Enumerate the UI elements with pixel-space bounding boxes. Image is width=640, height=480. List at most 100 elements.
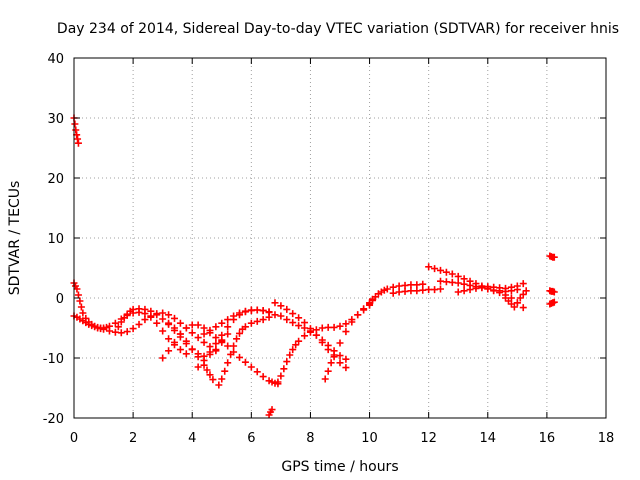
data-point	[336, 359, 344, 367]
series-arc14	[277, 312, 350, 363]
grid	[74, 58, 606, 418]
data-point	[519, 304, 527, 312]
data-point	[472, 284, 480, 292]
series-arc11	[265, 406, 276, 419]
x-tick-label: 4	[188, 431, 196, 446]
data-point	[135, 320, 143, 328]
data-point	[236, 353, 244, 361]
data-point	[71, 120, 79, 128]
data-point	[221, 367, 229, 375]
data-point	[100, 325, 108, 333]
data-point	[241, 307, 249, 315]
data-point	[147, 307, 155, 315]
data-point	[395, 288, 403, 296]
data-point	[141, 305, 149, 313]
data-point	[289, 346, 297, 354]
data-point	[510, 303, 518, 311]
data-point	[200, 330, 208, 338]
x-tick-label: 2	[129, 431, 137, 446]
data-point	[268, 406, 276, 414]
data-point	[200, 338, 208, 346]
data-point	[301, 332, 309, 340]
data-point	[247, 306, 255, 314]
data-point	[253, 368, 261, 376]
data-point	[425, 286, 433, 294]
data-point	[230, 348, 238, 356]
x-tick-label: 14	[480, 431, 497, 446]
data-point	[277, 302, 285, 310]
data-point	[253, 306, 261, 314]
data-point	[73, 285, 81, 293]
data-point	[295, 314, 303, 322]
data-point	[170, 324, 178, 332]
data-point	[516, 294, 524, 302]
data-point	[224, 323, 232, 331]
data-point	[176, 319, 184, 327]
y-tick-label: 20	[47, 172, 64, 187]
data-point	[460, 280, 468, 288]
data-point	[502, 284, 510, 292]
data-point	[360, 305, 368, 313]
data-point	[383, 285, 391, 293]
data-point	[159, 327, 167, 335]
data-point	[407, 287, 415, 295]
data-point	[369, 296, 377, 304]
data-point	[188, 321, 196, 329]
data-point	[159, 354, 167, 362]
data-point	[436, 266, 444, 274]
data-point	[522, 287, 530, 295]
data-point	[236, 329, 244, 337]
series-arc16	[366, 280, 427, 308]
series-arc17	[389, 285, 444, 297]
series-arc19	[436, 277, 521, 295]
x-tick-label: 6	[247, 431, 255, 446]
data-point	[212, 334, 220, 342]
data-point	[111, 319, 119, 327]
data-point	[460, 287, 468, 295]
data-point	[550, 253, 558, 261]
data-point	[342, 320, 350, 328]
y-tick-label: -10	[43, 352, 64, 367]
data-point	[295, 322, 303, 330]
data-point	[431, 286, 439, 294]
data-point	[342, 364, 350, 372]
data-point	[72, 126, 80, 134]
series-arc1	[70, 114, 82, 147]
data-point	[194, 334, 202, 342]
data-point	[188, 329, 196, 337]
data-point	[295, 337, 303, 345]
data-point	[165, 311, 173, 319]
data-point	[74, 135, 82, 143]
data-point	[247, 363, 255, 371]
data-point	[206, 326, 214, 334]
data-point	[436, 285, 444, 293]
data-point	[330, 323, 338, 331]
data-point	[401, 287, 409, 295]
data-point	[336, 322, 344, 330]
data-point	[194, 353, 202, 361]
data-point	[336, 339, 344, 347]
data-point	[550, 288, 558, 296]
data-point	[283, 316, 291, 324]
data-point	[117, 329, 125, 337]
data-point	[354, 311, 362, 319]
y-tick-labels: -20 -10 0 10 20 30 40	[43, 52, 64, 427]
data-point	[117, 318, 125, 326]
data-point	[419, 286, 427, 294]
data-point	[283, 305, 291, 313]
data-point	[79, 309, 87, 317]
data-point	[206, 348, 214, 356]
data-point	[165, 319, 173, 327]
data-point	[425, 263, 433, 271]
data-point	[224, 316, 232, 324]
data-point	[312, 331, 320, 339]
x-tick-label: 12	[420, 431, 437, 446]
data-point	[129, 305, 137, 313]
y-axis-label: SDTVAR / TECUs	[7, 181, 23, 296]
data-point	[200, 356, 208, 364]
data-point	[395, 282, 403, 290]
data-point	[153, 311, 161, 319]
data-point	[224, 359, 232, 367]
data-point	[129, 325, 137, 333]
series-arc15	[321, 295, 377, 383]
